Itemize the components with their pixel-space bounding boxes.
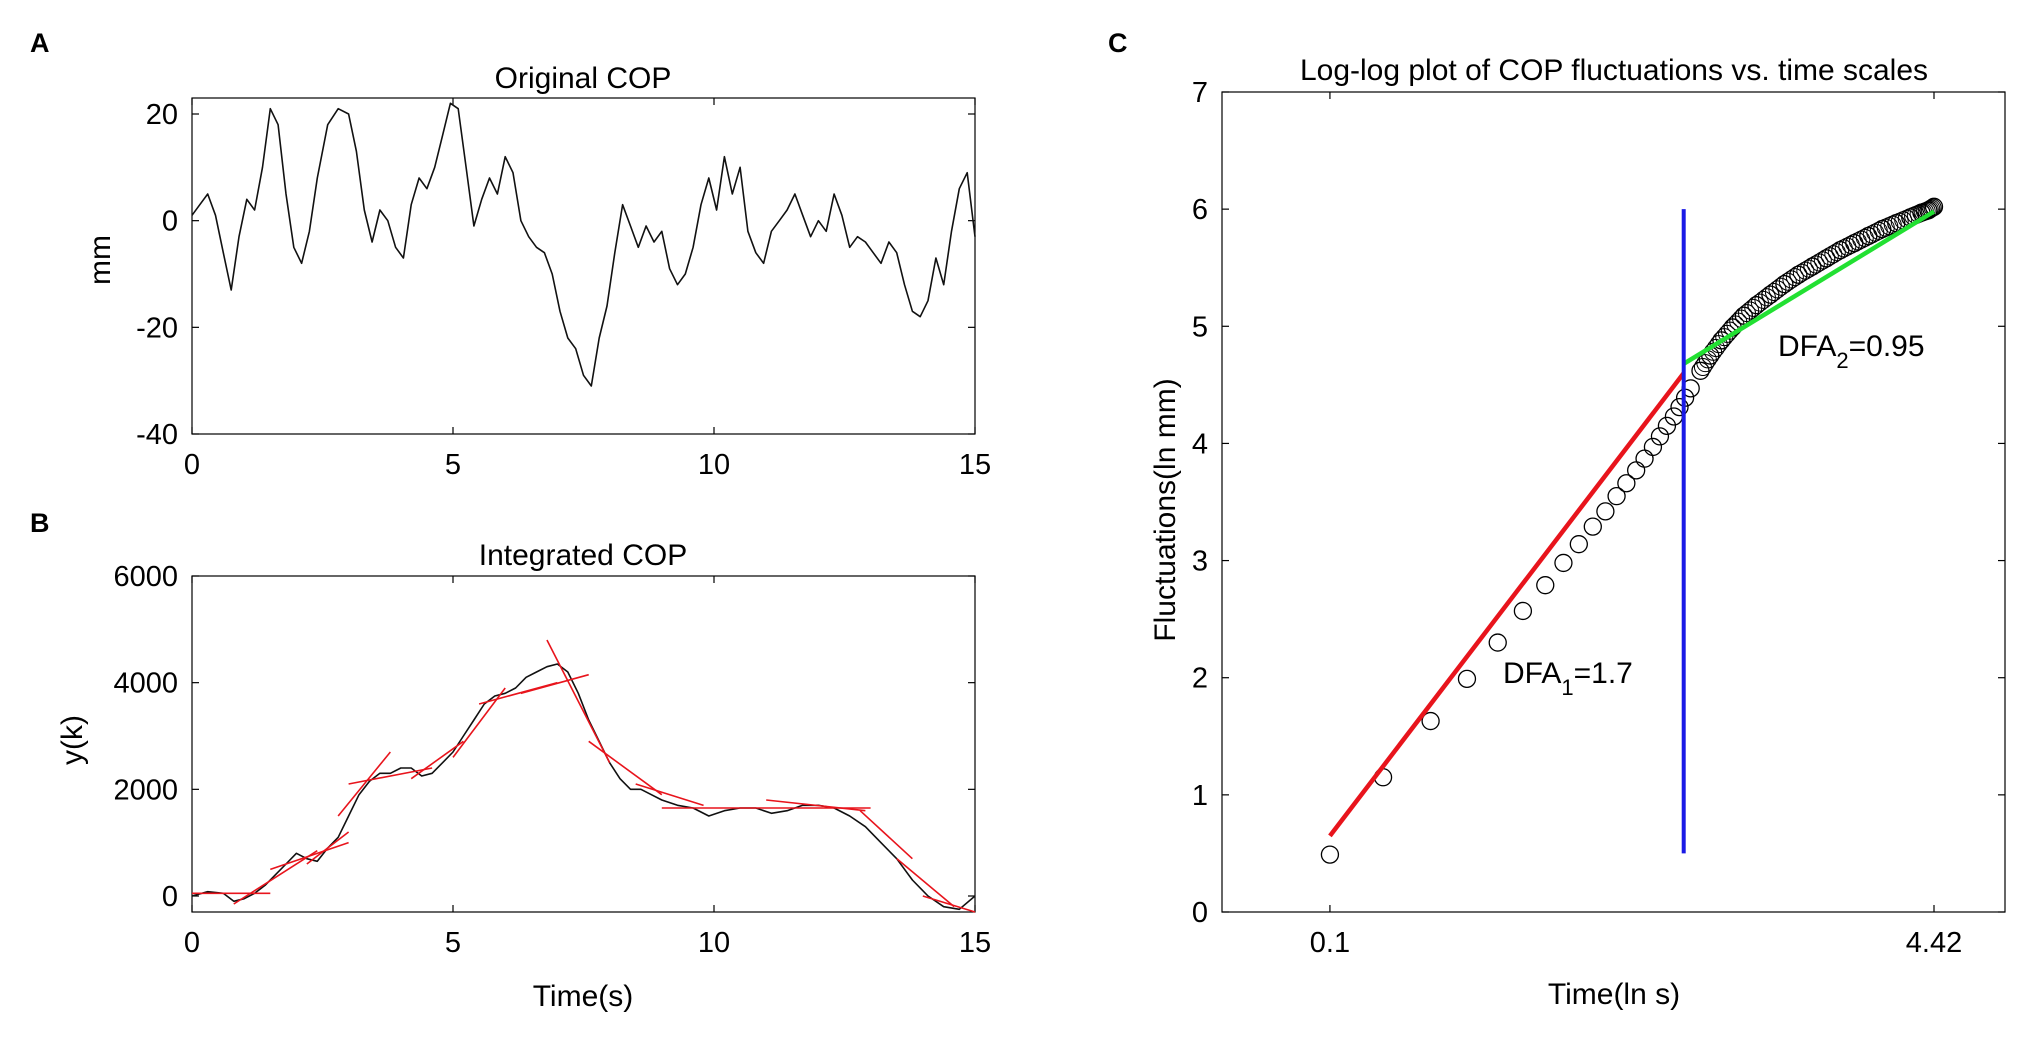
dfa1-fit-line [1328, 371, 1686, 838]
panel-b-ytick-label: 6000 [113, 561, 178, 593]
panel-b-fit-segment [859, 810, 913, 860]
panel-c-data-point [1554, 553, 1573, 573]
panel-b-fit-segment [766, 799, 866, 812]
panel-c-data-point [1635, 449, 1654, 468]
panel-a-xtick-label: 0 [184, 449, 200, 481]
panel-c-data-point [1421, 711, 1440, 731]
panel-a-xtick-label: 15 [959, 449, 991, 481]
panel-b-fit-segment [520, 673, 589, 695]
panel-c-ytick-label: 0 [1192, 897, 1208, 929]
panel-c-data-point [1664, 407, 1684, 426]
panel-c-xlabel: Time(ln s) [1548, 978, 1680, 1011]
panel-b-fit-segment [337, 751, 391, 817]
panel-c-data-point [1320, 845, 1340, 864]
panel-b-fit-segment [306, 831, 350, 865]
panel-label-b: B [30, 508, 50, 538]
panel-b-fit-segment [410, 740, 464, 780]
panel-c-data-point [1536, 576, 1555, 595]
panel-b-xtick-label: 10 [698, 927, 730, 959]
panel-c-xtick-label: 0.1 [1310, 927, 1350, 959]
panel-c-data-point [1583, 517, 1602, 536]
panel-b-xtick-label: 0 [184, 927, 200, 959]
panel-c-data-point [1771, 277, 1790, 296]
panel-b-ytick-label: 2000 [113, 774, 178, 806]
panel-a-chart: Original COP mm 0 5 10 15 -40 -20 0 20 [84, 62, 991, 481]
panel-b-chart: Integrated COP y(k) Time(s) 0 5 10 15 0 2000 4… [56, 539, 991, 1013]
panel-b-integrated-line [191, 663, 976, 911]
panel-c-data-point [1617, 474, 1636, 493]
panel-a-ytick-label: -40 [136, 419, 178, 451]
panel-c-ytick-label: 1 [1192, 780, 1208, 812]
panel-c-data-point [1782, 270, 1801, 289]
panel-c-data-point [1824, 245, 1843, 264]
panel-c-ytick-label: 7 [1192, 77, 1208, 109]
dfa1-annotation: DFA1=1.7 [1503, 657, 1633, 700]
panel-c-ytick-label: 3 [1192, 546, 1208, 578]
panel-label-c: C [1108, 28, 1128, 58]
panel-c-xtick-label: 4.42 [1906, 927, 1962, 959]
panel-a-xtick-label: 10 [698, 449, 730, 481]
panel-b-fit-segment [588, 740, 663, 796]
panel-c-data-point [1917, 201, 1936, 220]
panel-c-ylabel: Fluctuations(ln mm) [1149, 378, 1182, 641]
panel-b-title: Integrated COP [479, 539, 687, 572]
panel-c-data-point [1715, 328, 1734, 347]
panel-c-data-point [1670, 397, 1689, 417]
panel-b-xlabel: Time(s) [533, 980, 634, 1013]
panel-c-data-point [1920, 200, 1939, 219]
panel-c-data-point [1627, 461, 1646, 480]
panel-b-axes-frame [191, 575, 976, 913]
panel-b-fit-segment [896, 858, 955, 908]
panel-c-data-point [1737, 304, 1756, 323]
panel-b-fit-segment [635, 783, 704, 807]
panel-a-ytick-label: 0 [162, 206, 178, 238]
panel-c-ytick-label: 4 [1192, 428, 1208, 460]
panel-b-ytick-label: 4000 [113, 668, 178, 700]
panel-b-ylabel: y(k) [56, 715, 89, 765]
panel-b-fit-segment [546, 639, 611, 764]
panel-a-title: Original COP [495, 62, 672, 95]
panel-b-xtick-label: 15 [959, 927, 991, 959]
panel-c-ytick-label: 6 [1192, 194, 1208, 226]
panel-b-fit-segment [270, 841, 349, 871]
panel-c-data-point [1923, 198, 1942, 217]
dfa2-fit-line [1682, 209, 1936, 366]
panel-c-data-point [1513, 601, 1533, 621]
panel-c-data-point [1778, 272, 1797, 291]
panel-c-data-point [1796, 261, 1815, 280]
panel-c-data-point [1596, 502, 1615, 521]
panel-a-ytick-label: 20 [146, 99, 178, 131]
panel-a-cop-line [191, 102, 976, 387]
panel-c-data-point [1488, 633, 1507, 652]
panel-b-xtick-label: 5 [445, 927, 461, 959]
panel-c-data-point [1750, 293, 1769, 312]
panel-label-a: A [30, 28, 50, 58]
panel-c-data-point [1657, 416, 1677, 436]
panel-c-data-point [1810, 253, 1829, 272]
panel-c-axes-frame [1221, 91, 2006, 913]
panel-c-data-point [1764, 283, 1783, 302]
panel-a-axes-frame [191, 97, 976, 435]
panel-a-ytick-label: -20 [136, 312, 178, 344]
panel-c-ytick-label: 2 [1192, 663, 1208, 695]
panel-c-chart: Log-log plot of COP fluctuations vs. tim… [1149, 54, 2006, 1011]
panel-c-data-point [1607, 486, 1626, 506]
panel-c-data-point [1650, 427, 1670, 446]
panel-c-title: Log-log plot of COP fluctuations vs. tim… [1300, 54, 1928, 87]
panel-c-data-point [1922, 199, 1941, 218]
panel-c-data-point [1569, 535, 1588, 554]
panel-b-fit-segment [233, 849, 318, 905]
panel-b-fit-segment [348, 767, 433, 785]
panel-c-ytick-label: 5 [1192, 311, 1208, 343]
panel-c-data-point [1643, 437, 1663, 457]
panel-c-data-point [1768, 280, 1787, 299]
panel-b-fit-segment [922, 895, 976, 913]
panel-b-ytick-label: 0 [162, 881, 178, 913]
dfa2-annotation: DFA2=0.95 [1778, 330, 1925, 373]
panel-a-xtick-label: 5 [445, 449, 461, 481]
panel-a-ylabel: mm [84, 235, 117, 285]
panel-c-data-point [1457, 669, 1477, 689]
